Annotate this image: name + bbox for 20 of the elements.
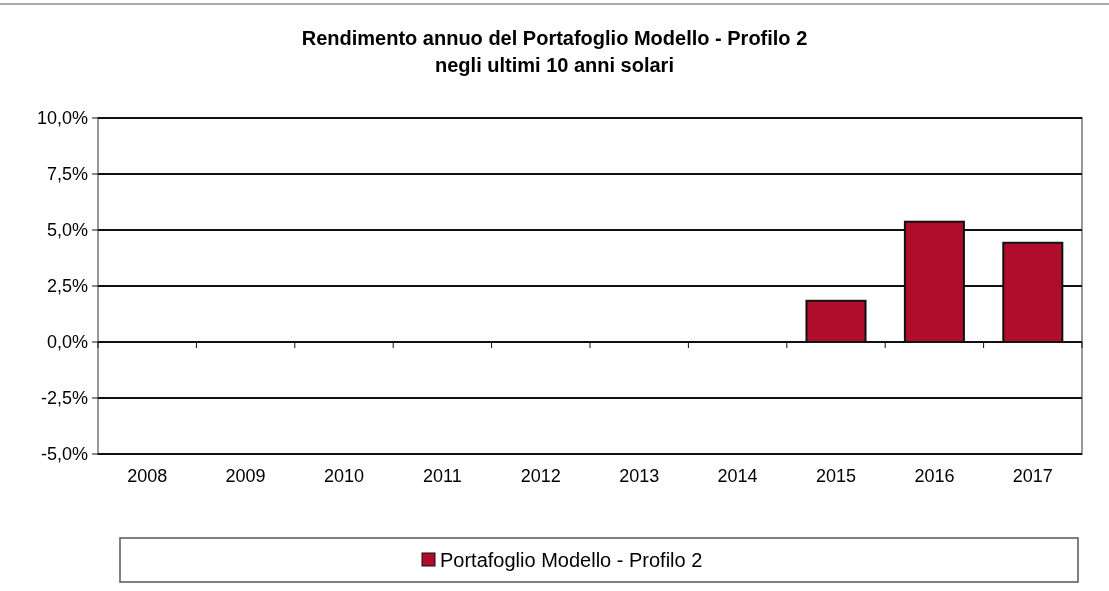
legend-label: Portafoglio Modello - Profilo 2 [440, 549, 703, 571]
chart-title: Rendimento annuo del Portafoglio Modello - Profilo 2 negli ultimi 10 anni solari [301, 27, 808, 76]
x-tick-label: 2010 [323, 466, 365, 486]
x-tick-label: 2008 [127, 466, 168, 486]
y-tick-label: -2,5% [40, 388, 88, 409]
y-tick-label: 0,0% [46, 332, 88, 353]
x-tick-label: 2011 [423, 466, 462, 486]
y-tick-label: 5,0% [46, 220, 88, 241]
x-tick-label: 2012 [520, 466, 561, 486]
x-tick-label: 2013 [619, 466, 660, 486]
x-tick-label: 2017 [1012, 466, 1053, 486]
y-tick-label: 10,0% [36, 108, 88, 129]
y-tick-label: -5,0% [40, 444, 88, 465]
bar [805, 299, 867, 343]
y-tick-label: 7,5% [46, 164, 88, 185]
x-tick-label: 2014 [717, 466, 758, 486]
y-tick-label: 2,5% [46, 276, 88, 297]
x-tick-label: 2009 [225, 466, 266, 486]
x-tick-label: 2015 [815, 466, 857, 486]
x-tick-label: 2016 [914, 466, 955, 486]
